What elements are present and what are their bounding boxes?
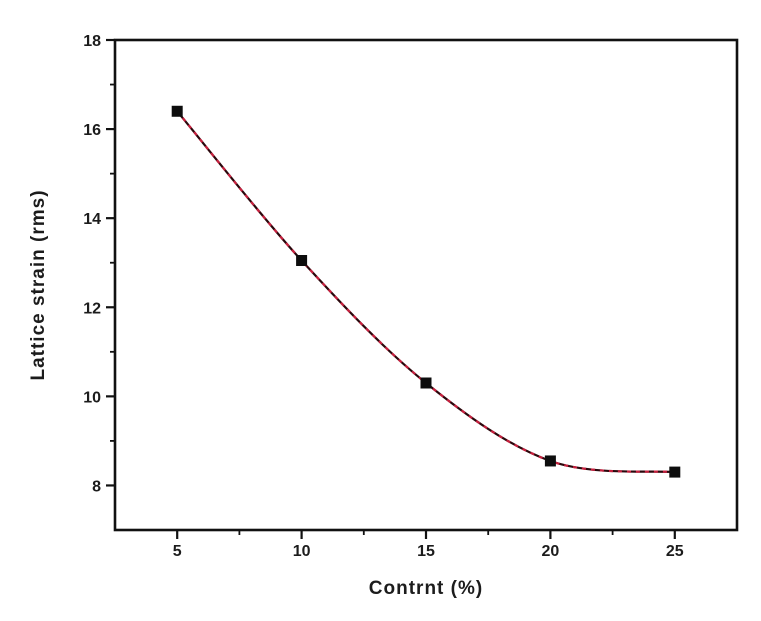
y-tick-label: 16 [83, 122, 101, 139]
data-line-red-dashes [176, 110, 675, 474]
y-tick-label: 8 [92, 478, 101, 495]
axis-ticks [106, 38, 676, 539]
y-tick-label: 12 [83, 300, 101, 317]
x-tick-label: 10 [293, 543, 311, 560]
data-point-marker [669, 466, 681, 478]
data-line [176, 110, 675, 474]
y-tick-label: 14 [83, 211, 101, 228]
y-tick-label: 18 [83, 33, 101, 50]
x-tick-label: 15 [417, 543, 435, 560]
x-axis-label: Contrnt (%) [368, 578, 484, 599]
x-tick-label: 25 [666, 543, 684, 560]
data-point-marker [420, 377, 432, 389]
y-axis-label: Lattice strain (rms) [28, 189, 49, 381]
y-tick-label: 10 [83, 389, 101, 406]
data-point-marker [171, 105, 183, 117]
data-point-marker [296, 255, 308, 266]
axis-frame [113, 38, 739, 532]
x-tick-label: 5 [173, 543, 182, 560]
x-tick-label: 20 [542, 543, 560, 560]
data-point-marker [544, 455, 556, 467]
